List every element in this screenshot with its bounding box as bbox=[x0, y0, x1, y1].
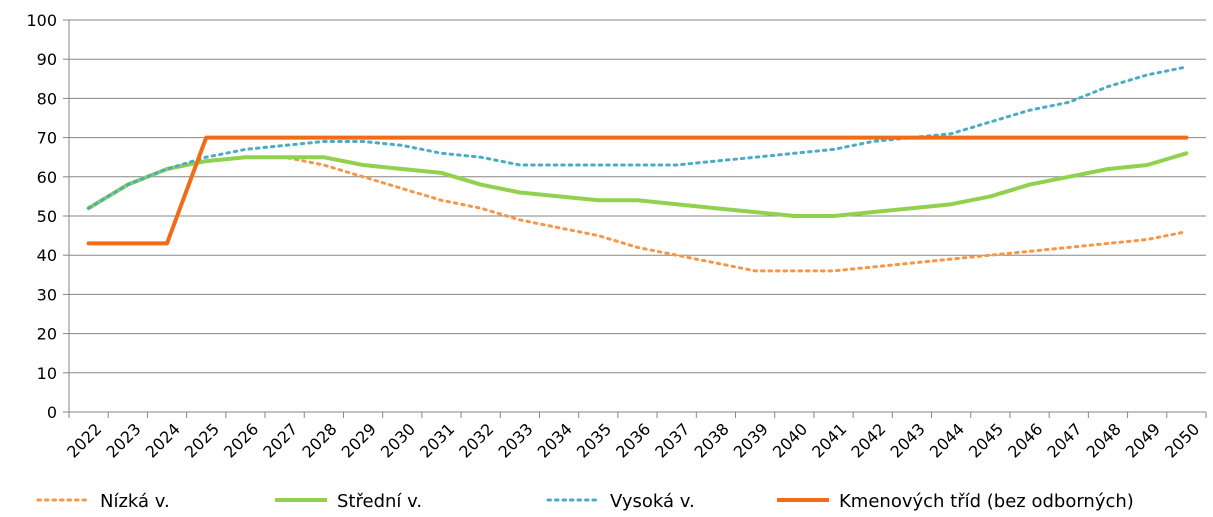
x-tick-label: 2034 bbox=[534, 419, 576, 461]
x-tick-label: 2023 bbox=[102, 419, 144, 461]
x-tick-label: 2033 bbox=[494, 419, 536, 461]
x-tick-label: 2022 bbox=[63, 419, 105, 461]
y-tick-label: 10 bbox=[37, 364, 57, 383]
series-line-2 bbox=[86, 151, 1189, 218]
gridlines bbox=[69, 19, 1206, 374]
series-line-3 bbox=[87, 65, 1188, 210]
x-tick-label: 2027 bbox=[259, 419, 301, 461]
y-tick-label: 60 bbox=[37, 168, 57, 187]
x-tick-label: 2048 bbox=[1083, 419, 1125, 461]
x-tick-label: 2047 bbox=[1043, 419, 1085, 461]
axes bbox=[63, 19, 1207, 418]
y-tick-label: 100 bbox=[26, 11, 57, 30]
x-tick-label: 2042 bbox=[847, 419, 889, 461]
x-tick-label: 2039 bbox=[730, 419, 772, 461]
x-tick-label: 2044 bbox=[926, 419, 968, 461]
x-tick-label: 2028 bbox=[298, 419, 340, 461]
x-tick-label: 2043 bbox=[887, 419, 929, 461]
y-tick-label: 80 bbox=[37, 89, 57, 108]
x-tick-label: 2031 bbox=[416, 419, 458, 461]
legend-label-2: Střední v. bbox=[337, 491, 422, 512]
series-line-1 bbox=[87, 155, 1188, 273]
x-tick-label: 2041 bbox=[808, 419, 850, 461]
x-tick-label: 2025 bbox=[181, 419, 223, 461]
x-tick-label: 2032 bbox=[455, 419, 497, 461]
x-tick-label: 2030 bbox=[377, 419, 419, 461]
legend: Nízká v. Střední v. Vysoká v. Kmenových tří… bbox=[36, 491, 1134, 512]
y-tick-label: 30 bbox=[37, 285, 57, 304]
y-tick-label: 0 bbox=[47, 403, 57, 422]
x-tick-label: 2049 bbox=[1122, 419, 1164, 461]
x-tick-label: 2046 bbox=[1004, 419, 1046, 461]
y-tick-label: 90 bbox=[37, 50, 57, 69]
series-line-4 bbox=[86, 135, 1189, 246]
y-tick-label: 20 bbox=[37, 325, 57, 344]
legend-label-4: Kmenových tříd (bez odborných) bbox=[839, 491, 1134, 512]
x-tick-label: 2045 bbox=[965, 419, 1007, 461]
x-tick-label: 2029 bbox=[338, 419, 380, 461]
x-tick-label: 2024 bbox=[142, 419, 184, 461]
legend-label-1: Nízká v. bbox=[100, 491, 170, 512]
x-tick-label: 2037 bbox=[651, 419, 693, 461]
legend-label-3: Vysoká v. bbox=[610, 491, 695, 512]
y-tick-label: 40 bbox=[37, 246, 57, 265]
y-tick-label: 50 bbox=[37, 207, 57, 226]
x-tick-label: 2040 bbox=[769, 419, 811, 461]
x-tick-label: 2038 bbox=[691, 419, 733, 461]
x-tick-label: 2050 bbox=[1161, 419, 1203, 461]
x-tick-label: 2026 bbox=[220, 419, 262, 461]
series-lines bbox=[86, 65, 1189, 273]
x-tick-label: 2036 bbox=[612, 419, 654, 461]
x-tick-labels: 2022202320242025202620272028202920302031… bbox=[63, 419, 1203, 461]
y-tick-label: 70 bbox=[37, 129, 57, 148]
y-tick-labels: 0 10 20 30 40 50 60 70 80 90 100 bbox=[26, 11, 57, 422]
x-tick-label: 2035 bbox=[573, 419, 615, 461]
